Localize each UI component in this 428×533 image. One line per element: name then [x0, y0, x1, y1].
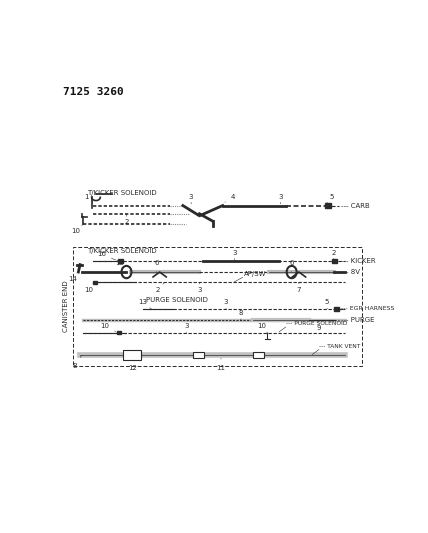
Text: 11: 11 — [217, 358, 226, 370]
Text: 13: 13 — [138, 300, 152, 309]
Text: 10: 10 — [101, 323, 116, 332]
Text: T/KICKER SOLENOID: T/KICKER SOLENOID — [86, 248, 156, 254]
Text: PURGE SOLENOID: PURGE SOLENOID — [146, 297, 208, 303]
Text: --- KICKER: --- KICKER — [342, 258, 376, 264]
Bar — [93, 281, 97, 284]
Text: 3: 3 — [232, 250, 237, 261]
Text: 16: 16 — [97, 252, 116, 260]
Bar — [253, 352, 264, 358]
Text: CANISTER END: CANISTER END — [63, 280, 69, 332]
Text: 5: 5 — [326, 193, 334, 204]
Text: 10: 10 — [71, 224, 83, 235]
Text: 2: 2 — [156, 282, 165, 293]
Text: 6: 6 — [289, 260, 294, 272]
Bar — [332, 259, 337, 263]
Bar — [118, 259, 123, 263]
Text: 6: 6 — [154, 260, 159, 272]
Text: --- PURGE SOLENOID: --- PURGE SOLENOID — [285, 321, 347, 326]
Text: 3: 3 — [279, 193, 283, 204]
Text: 3: 3 — [197, 282, 202, 293]
Text: 3: 3 — [184, 323, 188, 333]
Text: 8: 8 — [73, 356, 82, 369]
Text: --- CARB: --- CARB — [341, 203, 370, 208]
Text: 3: 3 — [224, 300, 228, 309]
Text: 9: 9 — [317, 320, 321, 331]
Text: --- PURGE: --- PURGE — [342, 318, 375, 324]
Text: --- TANK VENT: --- TANK VENT — [319, 344, 360, 349]
Text: 12: 12 — [128, 358, 137, 370]
Text: 7: 7 — [297, 282, 301, 293]
Text: 1: 1 — [84, 193, 92, 202]
Text: --- EGR HARNESS: --- EGR HARNESS — [342, 306, 395, 311]
Text: 4: 4 — [225, 193, 235, 202]
Bar — [325, 203, 331, 208]
Text: 2: 2 — [332, 250, 336, 261]
Bar — [116, 331, 121, 334]
Text: 8: 8 — [239, 310, 243, 320]
Text: 15: 15 — [116, 260, 127, 272]
Bar — [334, 307, 339, 311]
Bar — [123, 350, 141, 360]
Text: 7125 3260: 7125 3260 — [63, 87, 124, 97]
Text: 5: 5 — [325, 300, 329, 309]
Text: 2: 2 — [124, 215, 129, 225]
Text: 14: 14 — [68, 272, 79, 281]
Text: 3: 3 — [189, 193, 193, 204]
Text: 10: 10 — [257, 323, 268, 333]
Bar — [193, 352, 205, 358]
Text: AP/SW: AP/SW — [244, 271, 267, 277]
Text: 10: 10 — [84, 282, 95, 293]
Text: --- 8V: --- 8V — [342, 269, 360, 275]
Text: T/KICKER SOLENOID: T/KICKER SOLENOID — [86, 190, 156, 196]
